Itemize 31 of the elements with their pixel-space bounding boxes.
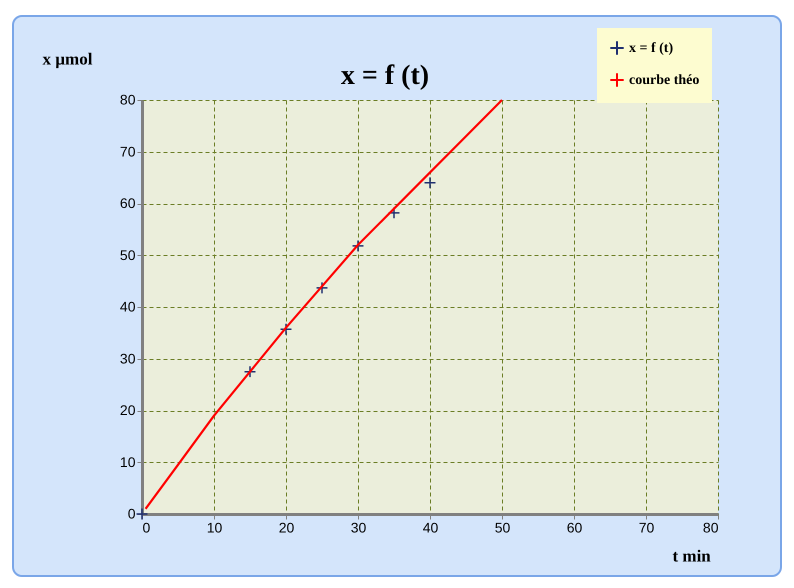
legend-label: courbe théo [629,73,700,88]
y-tick-label: 40 [120,298,136,314]
x-tick-label: 20 [278,520,294,536]
point [316,282,328,294]
y-tick-label: 60 [120,195,136,211]
x-tick-label: 70 [638,520,654,536]
x-tick-label: 0 [142,520,150,536]
x-tick-label: 40 [422,520,438,536]
y-tick-label: 20 [120,402,136,418]
x-tick-label: 80 [702,520,719,536]
x-tick-label: 30 [350,520,366,536]
y-tick-label: 30 [120,350,136,366]
x-tick-label: 60 [566,520,582,536]
x-tick-label: 50 [494,520,510,536]
point [352,240,364,252]
x-axis-title: t min [672,546,712,566]
y-tick-label: 70 [120,143,136,160]
y-tick-label: 80 [120,92,136,108]
point [280,323,292,336]
legend-label: x = f (t) [629,41,674,56]
y-axis-title: x µmol [42,50,93,68]
x-tick-label: 10 [206,520,222,536]
y-tick-label: 10 [120,454,136,470]
line-series [144,98,504,510]
point [388,206,400,220]
chart-title: x = f (t) [340,60,430,91]
point [244,365,256,378]
y-tick-label: 50 [120,246,136,263]
point [424,176,436,190]
point [136,508,148,520]
y-tick-label: 0 [128,506,136,522]
